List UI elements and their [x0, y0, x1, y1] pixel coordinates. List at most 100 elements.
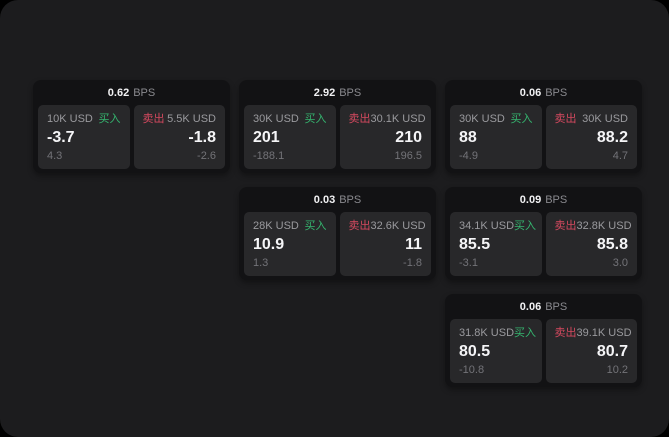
- sell-delta: 4.7: [612, 150, 628, 162]
- quote-card[interactable]: 0.06 BPS 31.8K USD 买入 80.5 -10.8 卖出 39.1…: [445, 294, 642, 387]
- buy-price: 88: [459, 129, 477, 146]
- sell-amount: 39.1K USD: [576, 327, 632, 339]
- card-body: 31.8K USD 买入 80.5 -10.8 卖出 39.1K USD 80.…: [445, 319, 642, 387]
- buy-delta: -188.1: [253, 150, 285, 162]
- card-header: 0.06 BPS: [445, 80, 642, 105]
- buy-label: 买入: [514, 327, 537, 339]
- buy-quote-tile[interactable]: 10K USD 买入 -3.7 4.3: [38, 105, 130, 169]
- bps-value: 2.92: [313, 86, 336, 99]
- buy-amount: 28K USD: [253, 220, 299, 232]
- buy-delta: -4.9: [459, 150, 478, 162]
- quote-card[interactable]: 0.03 BPS 28K USD 买入 10.9 1.3 卖出 32.6K US…: [239, 187, 436, 280]
- sell-quote-tile[interactable]: 卖出 39.1K USD 80.7 10.2: [545, 319, 637, 383]
- buy-quote-tile[interactable]: 34.1K USD 买入 85.5 -3.1: [450, 212, 542, 276]
- buy-amount: 31.8K USD: [459, 327, 515, 339]
- sell-price: 88.2: [596, 129, 628, 146]
- sell-tile-header: 卖出 5.5K USD: [143, 112, 217, 126]
- sell-tile-header: 卖出 30K USD: [555, 112, 629, 126]
- card-body: 28K USD 买入 10.9 1.3 卖出 32.6K USD 11 -1.8: [239, 212, 436, 280]
- buy-tile-header: 31.8K USD 买入: [459, 326, 537, 340]
- quote-card[interactable]: 0.62 BPS 10K USD 买入 -3.7 4.3 卖出 5.5K USD…: [33, 80, 230, 173]
- card-body: 30K USD 买入 88 -4.9 卖出 30K USD 88.2 4.7: [445, 105, 642, 173]
- bps-unit-label: BPS: [545, 86, 568, 99]
- buy-quote-tile[interactable]: 31.8K USD 买入 80.5 -10.8: [450, 319, 542, 383]
- sell-amount: 32.8K USD: [576, 220, 632, 232]
- sell-tile-header: 卖出 39.1K USD: [554, 326, 632, 340]
- buy-amount: 30K USD: [253, 113, 299, 125]
- sell-amount: 32.6K USD: [370, 220, 426, 232]
- sell-label: 卖出: [348, 113, 371, 125]
- sell-quote-tile[interactable]: 卖出 30.1K USD 210 196.5: [339, 105, 431, 169]
- card-body: 34.1K USD 买入 85.5 -3.1 卖出 32.8K USD 85.8…: [445, 212, 642, 280]
- quote-card[interactable]: 0.09 BPS 34.1K USD 买入 85.5 -3.1 卖出 32.8K…: [445, 187, 642, 280]
- sell-delta: 3.0: [612, 257, 628, 269]
- buy-label: 买入: [510, 113, 533, 125]
- buy-price: 201: [253, 129, 280, 146]
- card-body: 30K USD 买入 201 -188.1 卖出 30.1K USD 210 1…: [239, 105, 436, 173]
- buy-delta: -3.1: [459, 257, 478, 269]
- buy-label: 买入: [304, 220, 327, 232]
- sell-delta: 196.5: [394, 150, 422, 162]
- buy-delta: -10.8: [459, 364, 485, 376]
- buy-price: 10.9: [253, 236, 285, 253]
- sell-delta: -1.8: [403, 257, 422, 269]
- card-header: 0.62 BPS: [33, 80, 230, 105]
- buy-price: -3.7: [47, 129, 75, 146]
- buy-amount: 10K USD: [47, 113, 93, 125]
- card-header: 0.03 BPS: [239, 187, 436, 212]
- sell-tile-header: 卖出 32.8K USD: [554, 219, 632, 233]
- sell-price: 85.8: [596, 236, 628, 253]
- card-header: 0.09 BPS: [445, 187, 642, 212]
- sell-label: 卖出: [554, 327, 577, 339]
- sell-price: -1.8: [188, 129, 216, 146]
- sell-price: 80.7: [596, 343, 628, 360]
- sell-quote-tile[interactable]: 卖出 32.6K USD 11 -1.8: [339, 212, 431, 276]
- sell-delta: 10.2: [606, 364, 628, 376]
- bps-value: 0.03: [313, 193, 336, 206]
- buy-quote-tile[interactable]: 30K USD 买入 88 -4.9: [450, 105, 542, 169]
- buy-tile-header: 30K USD 买入: [459, 112, 533, 126]
- buy-tile-header: 34.1K USD 买入: [459, 219, 537, 233]
- sell-price: 11: [405, 236, 422, 253]
- buy-label: 买入: [304, 113, 327, 125]
- bps-value: 0.62: [107, 86, 130, 99]
- buy-label: 买入: [98, 113, 121, 125]
- sell-delta: -2.6: [197, 150, 216, 162]
- buy-delta: 1.3: [253, 257, 269, 269]
- card-body: 10K USD 买入 -3.7 4.3 卖出 5.5K USD -1.8 -2.…: [33, 105, 230, 173]
- sell-tile-header: 卖出 32.6K USD: [348, 219, 426, 233]
- sell-label: 卖出: [554, 220, 577, 232]
- sell-tile-header: 卖出 30.1K USD: [348, 112, 426, 126]
- buy-quote-tile[interactable]: 30K USD 买入 201 -188.1: [244, 105, 336, 169]
- sell-amount: 30.1K USD: [370, 113, 426, 125]
- sell-amount: 5.5K USD: [167, 113, 216, 125]
- sell-quote-tile[interactable]: 卖出 32.8K USD 85.8 3.0: [545, 212, 637, 276]
- sell-label: 卖出: [142, 113, 165, 125]
- buy-tile-header: 30K USD 买入: [253, 112, 327, 126]
- bps-unit-label: BPS: [545, 300, 568, 313]
- quote-card[interactable]: 2.92 BPS 30K USD 买入 201 -188.1 卖出 30.1K …: [239, 80, 436, 173]
- bps-unit-label: BPS: [339, 193, 362, 206]
- sell-label: 卖出: [348, 220, 371, 232]
- buy-label: 买入: [514, 220, 537, 232]
- quote-card[interactable]: 0.06 BPS 30K USD 买入 88 -4.9 卖出 30K USD 8…: [445, 80, 642, 173]
- buy-quote-tile[interactable]: 28K USD 买入 10.9 1.3: [244, 212, 336, 276]
- buy-price: 85.5: [459, 236, 491, 253]
- buy-delta: 4.3: [47, 150, 63, 162]
- card-header: 2.92 BPS: [239, 80, 436, 105]
- sell-label: 卖出: [554, 113, 577, 125]
- buy-tile-header: 28K USD 买入: [253, 219, 327, 233]
- sell-price: 210: [395, 129, 422, 146]
- bps-unit-label: BPS: [133, 86, 156, 99]
- sell-amount: 30K USD: [582, 113, 628, 125]
- buy-tile-header: 10K USD 买入: [47, 112, 121, 126]
- buy-price: 80.5: [459, 343, 491, 360]
- bps-value: 0.06: [519, 300, 542, 313]
- bps-unit-label: BPS: [339, 86, 362, 99]
- bps-value: 0.09: [519, 193, 542, 206]
- cards-grid: 0.62 BPS 10K USD 买入 -3.7 4.3 卖出 5.5K USD…: [33, 80, 642, 387]
- sell-quote-tile[interactable]: 卖出 5.5K USD -1.8 -2.6: [133, 105, 225, 169]
- sell-quote-tile[interactable]: 卖出 30K USD 88.2 4.7: [545, 105, 637, 169]
- card-header: 0.06 BPS: [445, 294, 642, 319]
